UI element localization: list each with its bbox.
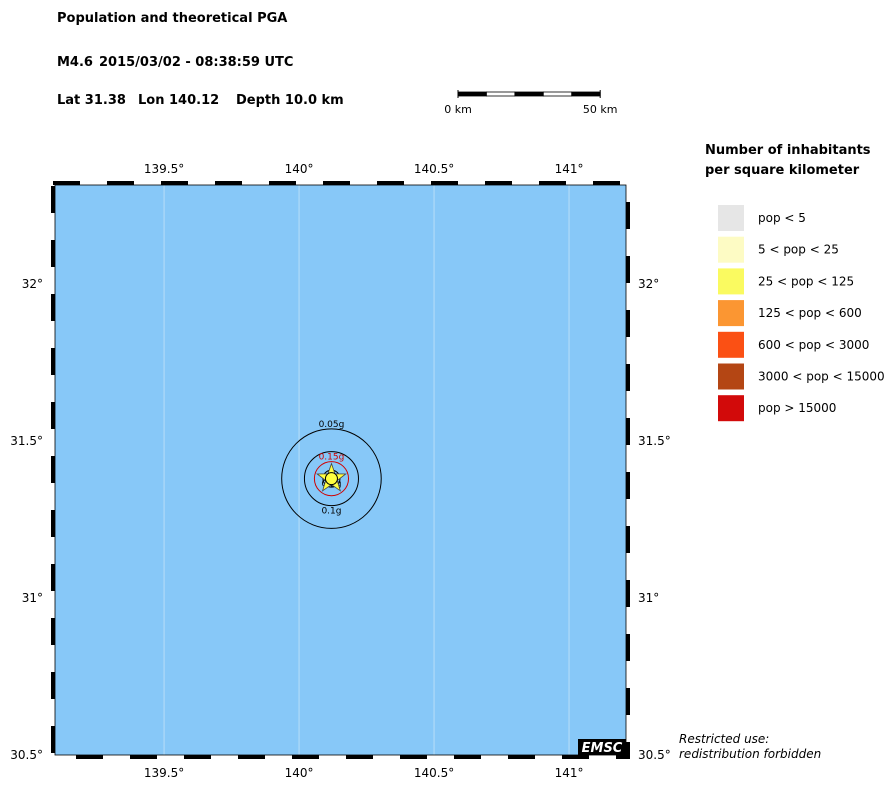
badge-bg [578,739,626,755]
title: Population and theoretical PGA [57,11,287,26]
pga-contour [313,461,350,497]
scale-segment [457,91,487,97]
legend-swatch [718,331,744,358]
note: redistribution forbidden [679,747,821,761]
legend-label: pop < 5 [758,211,806,225]
pga-contour [281,428,382,529]
frame-inner [54,184,627,756]
contour-label: 0.1g [321,507,341,517]
legend-swatch [718,363,744,390]
legend-swatch [718,300,744,327]
badge: EMSC [582,741,623,756]
y-tick-label: 32° [22,277,43,291]
x-tick-label: 140.5° [414,162,454,176]
scale-segment [571,91,601,97]
scale-segment [514,91,544,97]
epicenter-dot [324,472,338,486]
y-tick-label: 31.5° [638,434,671,448]
scale-segment [542,91,573,97]
x-tick-label: 141° [555,162,584,176]
legend-label: 125 < pop < 600 [758,306,862,320]
note: Restricted use: [679,732,769,746]
y-tick-label: 31° [638,591,659,605]
legend-label: 3000 < pop < 15000 [758,370,885,384]
scale-label: 50 km [583,103,618,116]
time: 2015/03/02 - 08:38:59 UTC [99,55,293,70]
contour-label: 0.15g [319,453,345,463]
depth: Depth 10.0 km [236,93,344,108]
legend-label: 600 < pop < 3000 [758,338,869,352]
legend-swatch [718,205,744,231]
x-tick-label: 140° [285,766,314,780]
lat: Lat 31.38 [57,93,126,108]
legend-swatch [718,395,744,422]
x-tick-label: 139.5° [144,162,184,176]
scale-segment [486,91,516,97]
y-tick-label: 31.5° [10,434,43,448]
contour-label: 0.05g [319,420,345,430]
y-tick-label: 32° [638,277,659,291]
pga-contour [303,451,359,507]
legend-label: 5 < pop < 25 [758,243,839,257]
y-tick-label: 30.5° [638,748,671,762]
frame [51,181,630,759]
y-tick-label: 30.5° [10,748,43,762]
x-tick-label: 140.5° [414,766,454,780]
legend-swatch [718,268,744,295]
water [55,185,626,755]
scale-label: 0 km [444,103,472,116]
y-tick-label: 31° [22,591,43,605]
x-tick-label: 140° [285,162,314,176]
lon: Lon 140.12 [138,93,219,108]
legend-label: 25 < pop < 125 [758,274,854,288]
x-tick-label: 139.5° [144,766,184,780]
legend-label: pop > 15000 [758,401,836,415]
legend-title: Number of inhabitants [705,143,871,158]
legend-title: per square kilometer [705,163,860,178]
legend-swatch [718,236,744,263]
magnitude: M4.6 [57,55,93,70]
x-tick-label: 141° [555,766,584,780]
